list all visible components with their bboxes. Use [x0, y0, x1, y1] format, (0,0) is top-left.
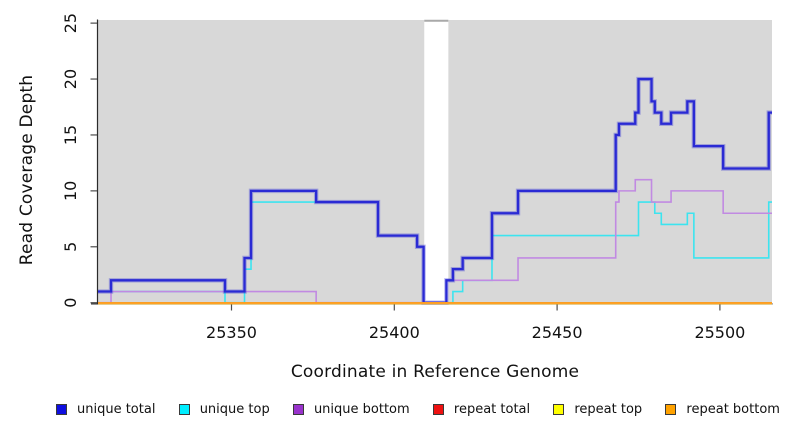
legend: unique total unique top unique bottom re…	[56, 399, 780, 419]
legend-swatch-unique-total	[56, 403, 67, 415]
x-tick-label: 25500	[694, 323, 745, 342]
x-tick-label: 25400	[369, 323, 420, 342]
gap-band	[424, 20, 449, 304]
y-tick-label: 10	[61, 181, 80, 201]
x-tick-label: 25450	[532, 323, 583, 342]
y-axis-title: Read Coverage Depth	[17, 74, 37, 266]
legend-item-unique-top: unique top	[178, 401, 270, 417]
y-tick-label: 0	[61, 298, 80, 308]
legend-swatch-unique-top	[178, 403, 190, 415]
legend-label: unique top	[199, 401, 270, 417]
x-axis-title: Coordinate in Reference Genome	[290, 362, 580, 382]
legend-item-repeat-top: repeat top	[553, 402, 642, 417]
series-line	[98, 77, 772, 304]
legend-swatch-repeat-total	[432, 403, 444, 415]
y-tick-label: 5	[61, 242, 80, 252]
series-line	[98, 178, 772, 304]
legend-label: unique total	[77, 401, 156, 417]
legend-label: repeat total	[453, 401, 531, 417]
legend-item-unique-total: unique total	[56, 402, 155, 417]
legend-swatch-unique-bottom	[292, 403, 304, 415]
legend-item-repeat-bottom: repeat bottom	[665, 402, 780, 417]
x-tick-label: 25350	[206, 323, 257, 342]
legend-label: repeat bottom	[686, 401, 780, 417]
legend-swatch-repeat-bottom	[665, 403, 677, 415]
y-tick-label: 20	[61, 69, 80, 89]
y-tick-label: 15	[61, 125, 80, 145]
legend-item-repeat-total: repeat total	[432, 401, 531, 417]
legend-item-unique-bottom: unique bottom	[292, 401, 410, 417]
legend-swatch-repeat-top	[553, 403, 565, 415]
legend-label: repeat top	[574, 401, 643, 417]
legend-label: unique bottom	[313, 401, 410, 417]
y-tick-label: 25	[61, 13, 80, 33]
